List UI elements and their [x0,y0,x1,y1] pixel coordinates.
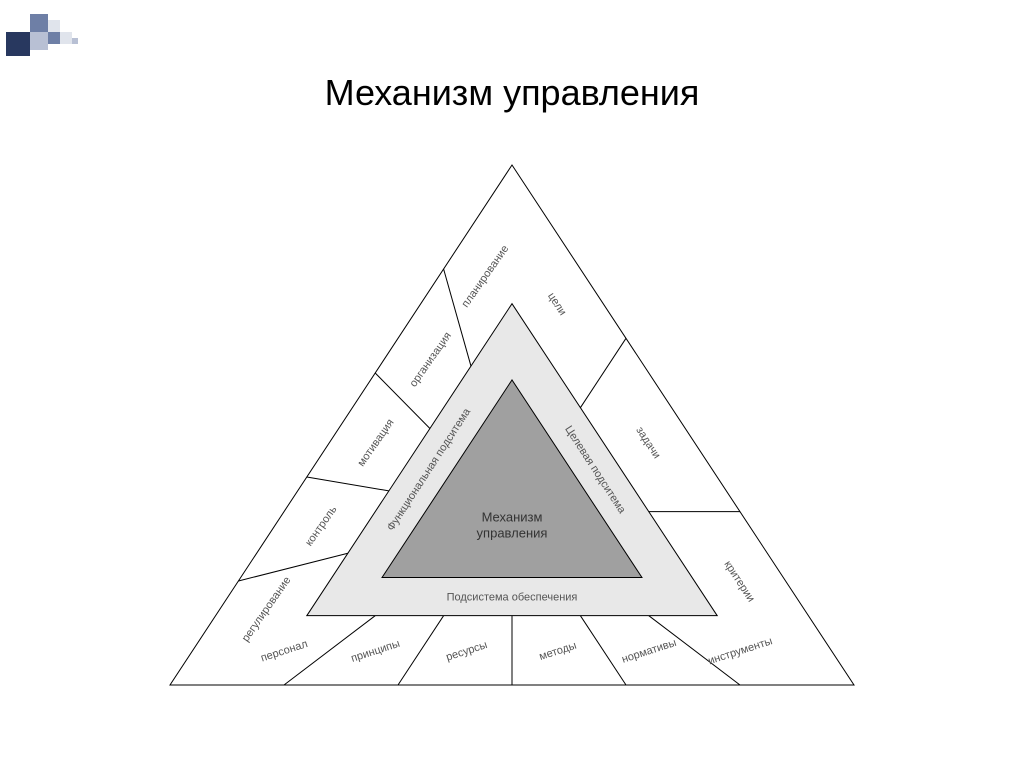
inner-label-1: Механизм [482,510,543,525]
inner-label-2: управления [477,526,548,541]
corner-decoration [6,6,136,71]
page-title: Механизм управления [0,72,1024,114]
mechanism-triangle-diagram: МеханизмуправленияФункциональная подсите… [0,155,1024,735]
middle-side-bottom: Подсистема обеспечения [447,592,578,604]
